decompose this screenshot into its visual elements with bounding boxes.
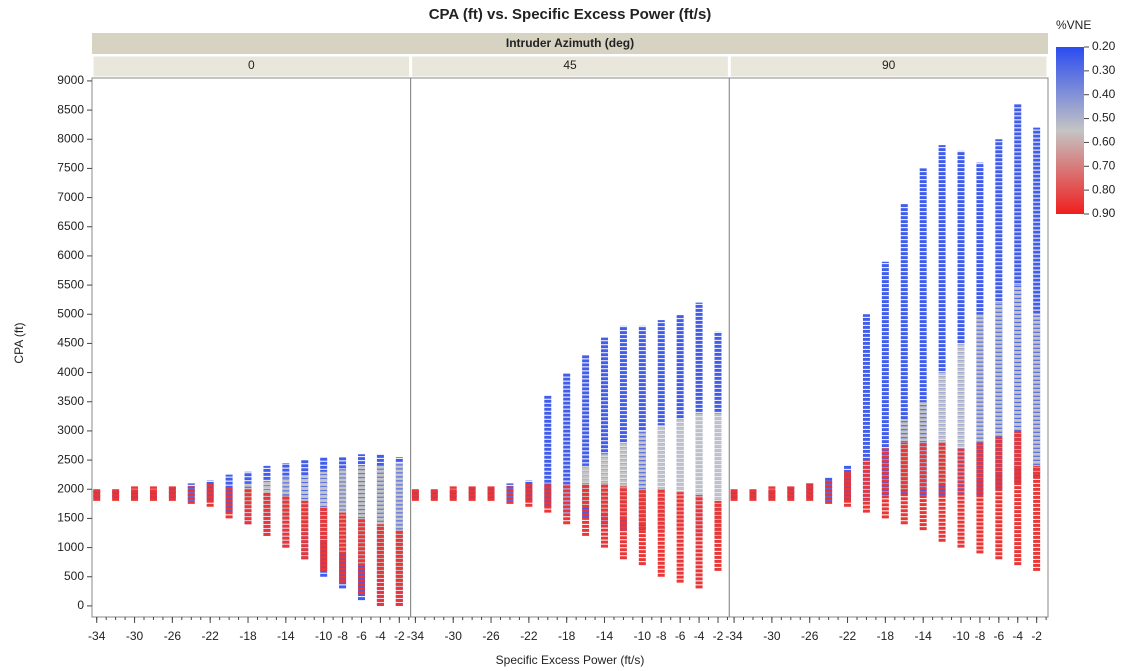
- x-tick-label: -18: [239, 629, 257, 643]
- x-tick-label: -10: [315, 629, 333, 643]
- y-tick-label: 0: [77, 598, 84, 612]
- colorbar-tick-label: 0.40: [1092, 87, 1116, 101]
- y-tick-label: 7500: [57, 161, 84, 175]
- x-tick-label: -30: [763, 629, 781, 643]
- facet-label: 45: [563, 58, 577, 72]
- facet-panel: [410, 77, 730, 618]
- x-tick-label: -22: [202, 629, 220, 643]
- x-tick-label: -2: [1031, 629, 1042, 643]
- y-tick-label: 3000: [57, 423, 84, 437]
- facet-header: [729, 55, 1048, 78]
- y-tick-label: 1000: [57, 540, 84, 554]
- x-tick-label: -6: [993, 629, 1004, 643]
- x-tick-label: -4: [1012, 629, 1023, 643]
- strip-title: Intruder Azimuth (deg): [506, 36, 634, 50]
- y-tick-label: 5500: [57, 277, 84, 291]
- x-tick-label: -14: [596, 629, 614, 643]
- facet-panel: [728, 77, 1049, 618]
- x-tick-label: -2: [713, 629, 724, 643]
- colorbar-tick-label: 0.20: [1092, 39, 1116, 53]
- x-tick-label: -6: [675, 629, 686, 643]
- facet-label: 90: [882, 58, 896, 72]
- y-tick-label: 2000: [57, 481, 84, 495]
- y-axis-label: CPA (ft): [12, 322, 26, 363]
- colorbar: [1056, 47, 1084, 214]
- x-tick-label: -26: [482, 629, 500, 643]
- y-tick-label: 7000: [57, 190, 84, 204]
- facet-header: [92, 55, 411, 78]
- x-tick-label: -14: [915, 629, 933, 643]
- x-tick-label: -30: [126, 629, 144, 643]
- y-tick-label: 8500: [57, 102, 84, 116]
- y-tick-label: 4000: [57, 365, 84, 379]
- facet-header: [411, 55, 729, 78]
- x-tick-label: -26: [801, 629, 819, 643]
- y-tick-label: 500: [64, 569, 84, 583]
- y-tick-label: 2500: [57, 452, 84, 466]
- x-tick-label: -22: [520, 629, 538, 643]
- x-tick-label: -22: [839, 629, 857, 643]
- y-tick-label: 6500: [57, 219, 84, 233]
- x-tick-label: -18: [558, 629, 576, 643]
- facet-label: 0: [248, 58, 255, 72]
- x-tick-label: -30: [445, 629, 463, 643]
- x-axis-label: Specific Excess Power (ft/s): [496, 653, 645, 667]
- colorbar-tick-label: 0.30: [1092, 63, 1116, 77]
- x-tick-label: -34: [88, 629, 106, 643]
- x-tick-label: -8: [656, 629, 667, 643]
- x-tick-label: -34: [407, 629, 425, 643]
- x-tick-label: -10: [952, 629, 970, 643]
- x-tick-label: -34: [725, 629, 743, 643]
- strip-band: [92, 33, 1048, 54]
- x-tick-label: -4: [375, 629, 386, 643]
- colorbar-tick-label: 0.80: [1092, 182, 1116, 196]
- x-tick-label: -8: [975, 629, 986, 643]
- facet-panel: [91, 77, 412, 618]
- chart-title: CPA (ft) vs. Specific Excess Power (ft/s…: [429, 6, 712, 23]
- y-tick-label: 9000: [57, 73, 84, 87]
- colorbar-title: %VNE: [1056, 18, 1091, 32]
- x-tick-label: -10: [634, 629, 652, 643]
- y-tick-label: 6000: [57, 248, 84, 262]
- y-tick-label: 1500: [57, 511, 84, 525]
- x-tick-label: -8: [337, 629, 348, 643]
- colorbar-tick-label: 0.90: [1092, 206, 1116, 220]
- y-tick-label: 5000: [57, 306, 84, 320]
- x-tick-label: -6: [356, 629, 367, 643]
- x-tick-label: -26: [164, 629, 182, 643]
- colorbar-tick-label: 0.70: [1092, 158, 1116, 172]
- x-tick-label: -14: [277, 629, 295, 643]
- x-tick-label: -18: [877, 629, 895, 643]
- y-tick-label: 3500: [57, 394, 84, 408]
- y-tick-label: 4500: [57, 336, 84, 350]
- x-tick-label: -2: [394, 629, 405, 643]
- colorbar-tick-label: 0.60: [1092, 135, 1116, 149]
- x-tick-label: -4: [694, 629, 705, 643]
- colorbar-tick-label: 0.50: [1092, 111, 1116, 125]
- y-tick-label: 8000: [57, 131, 84, 145]
